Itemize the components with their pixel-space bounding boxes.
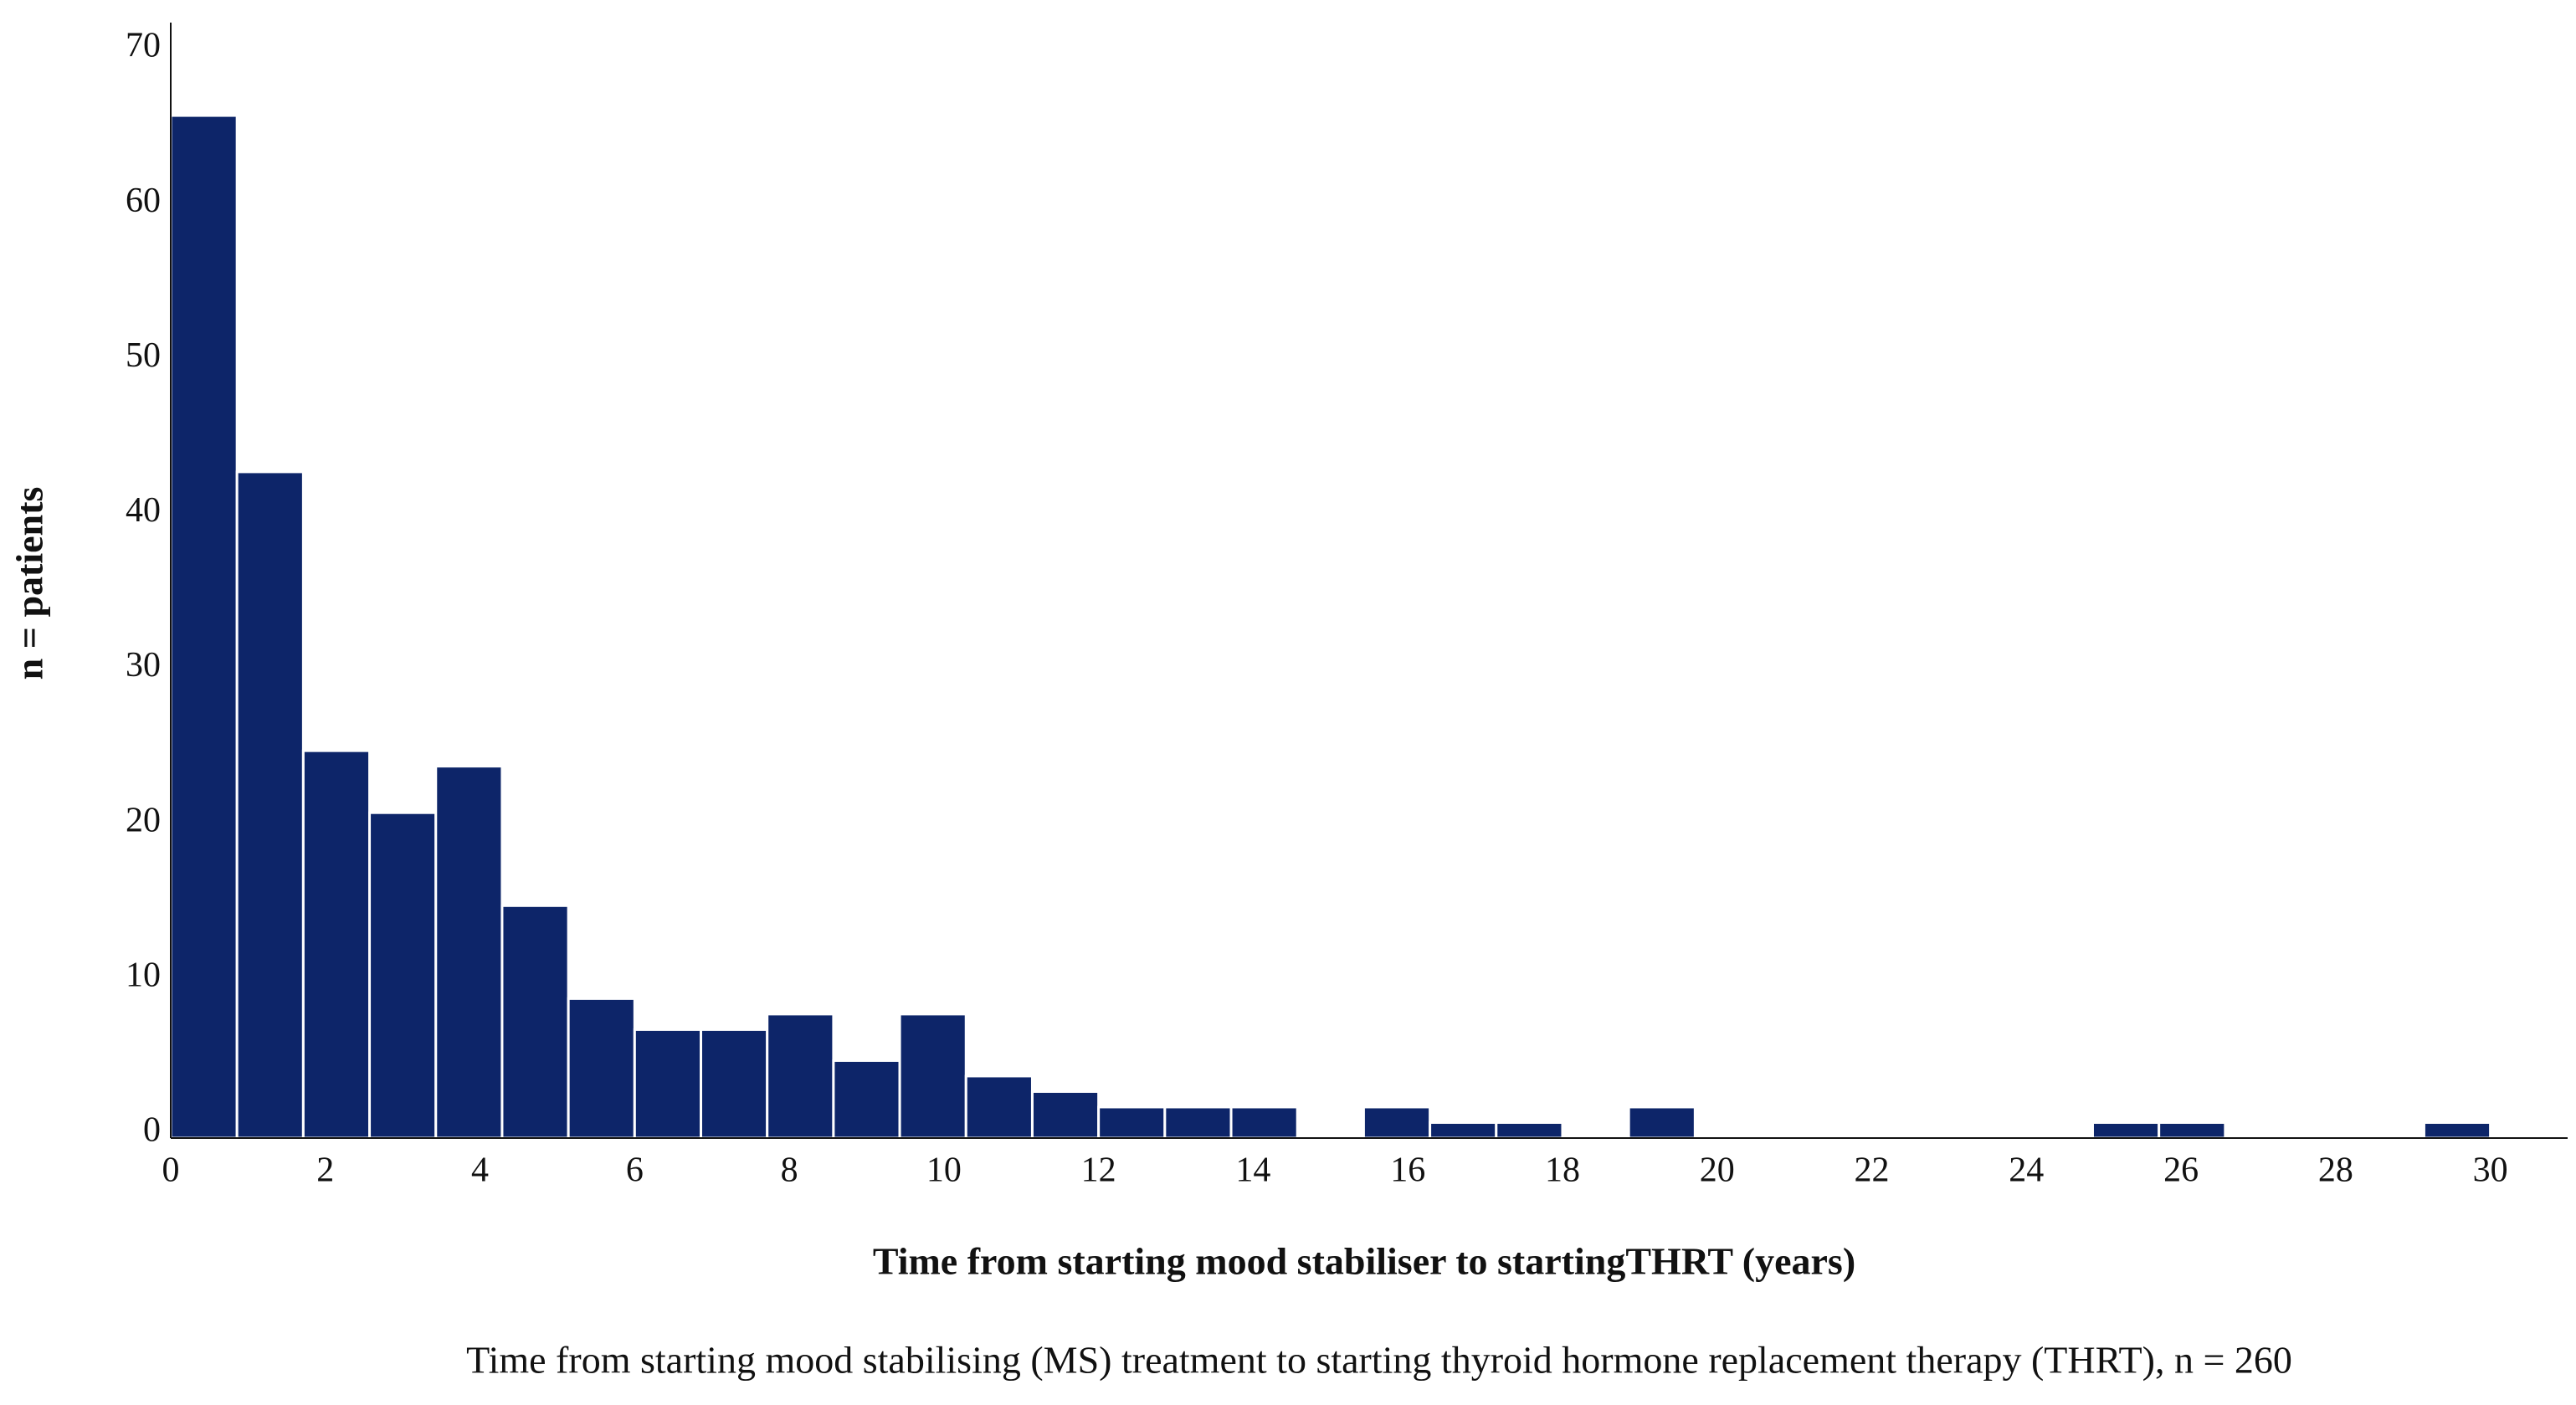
x-tick-label: 6 bbox=[626, 1151, 644, 1190]
bar bbox=[169, 114, 239, 1140]
bar bbox=[1030, 1090, 1101, 1140]
x-tick-label: 2 bbox=[316, 1151, 334, 1190]
bar bbox=[500, 904, 570, 1140]
caption: Time from starting mood stabilising (MS)… bbox=[466, 1339, 2292, 1382]
x-tick-label: 14 bbox=[1235, 1151, 1270, 1190]
bar bbox=[301, 749, 372, 1140]
x-tick-label: 24 bbox=[2009, 1151, 2044, 1190]
x-tick-label: 22 bbox=[1855, 1151, 1890, 1190]
x-tick-label: 12 bbox=[1081, 1151, 1116, 1190]
y-tick-label: 60 bbox=[126, 182, 161, 220]
x-tick-label: 16 bbox=[1390, 1151, 1425, 1190]
bar bbox=[368, 811, 438, 1140]
x-tick-label: 26 bbox=[2163, 1151, 2199, 1190]
bar bbox=[1362, 1105, 1432, 1140]
bar bbox=[235, 470, 305, 1140]
y-tick-label: 70 bbox=[126, 27, 161, 65]
bar bbox=[832, 1059, 901, 1140]
x-tick-label: 8 bbox=[781, 1151, 798, 1190]
y-tick-label: 10 bbox=[126, 956, 161, 995]
y-tick-label: 40 bbox=[126, 491, 161, 530]
x-tick-label: 18 bbox=[1545, 1151, 1580, 1190]
x-tick-label: 20 bbox=[1700, 1151, 1735, 1190]
y-tick-label: 50 bbox=[126, 336, 161, 375]
bar bbox=[766, 1013, 835, 1140]
y-tick-label: 20 bbox=[126, 801, 161, 839]
bar bbox=[2422, 1120, 2492, 1140]
y-axis-title: n = patients bbox=[8, 487, 51, 680]
bar bbox=[1429, 1120, 1498, 1140]
bar bbox=[1163, 1105, 1233, 1140]
bar bbox=[700, 1028, 769, 1140]
bar bbox=[1229, 1105, 1299, 1140]
bar bbox=[964, 1074, 1034, 1140]
x-tick-label: 30 bbox=[2473, 1151, 2508, 1190]
x-tick-label: 28 bbox=[2318, 1151, 2353, 1190]
y-tick-label: 30 bbox=[126, 646, 161, 685]
x-tick-label: 10 bbox=[926, 1151, 962, 1190]
bar bbox=[1627, 1105, 1696, 1140]
bar bbox=[567, 997, 636, 1140]
x-tick-label: 4 bbox=[471, 1151, 489, 1190]
bar bbox=[2158, 1120, 2227, 1140]
bar bbox=[1495, 1120, 1564, 1140]
x-tick-label: 0 bbox=[162, 1151, 180, 1190]
bar bbox=[434, 765, 504, 1140]
bar bbox=[633, 1028, 703, 1140]
bar bbox=[1097, 1105, 1167, 1140]
y-tick-label: 0 bbox=[143, 1111, 161, 1150]
bar bbox=[898, 1013, 967, 1140]
x-axis-title: Time from starting mood stabiliser to st… bbox=[873, 1240, 1855, 1283]
bar bbox=[2091, 1120, 2161, 1140]
